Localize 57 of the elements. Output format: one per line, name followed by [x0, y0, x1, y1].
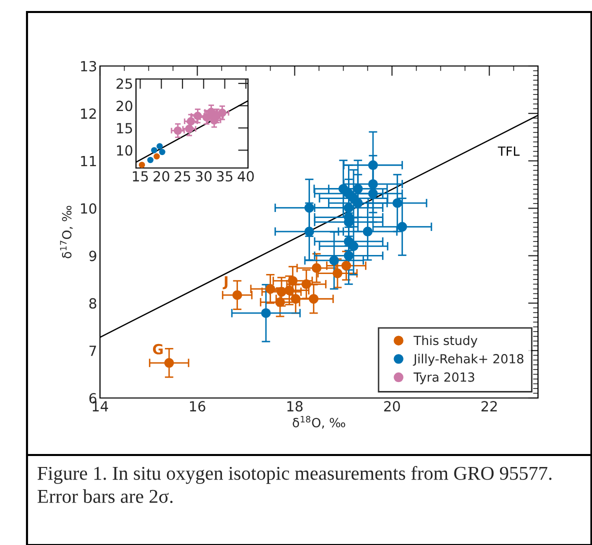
point — [138, 162, 146, 168]
point — [332, 268, 342, 278]
point — [156, 143, 163, 150]
y-tick-label: 10 — [117, 145, 132, 156]
y-tick-label: 9 — [89, 250, 96, 262]
x-tick-label: 15 — [132, 171, 148, 182]
point — [368, 179, 378, 189]
point — [265, 284, 276, 294]
point — [261, 308, 271, 318]
x-tick-label: 25 — [174, 171, 190, 182]
point — [362, 226, 373, 236]
point — [159, 148, 166, 156]
x-tick-label: 18 — [287, 401, 303, 412]
caption: Figure 1. In situ oxygen isotopic measurements from GRO 95577. Error bars are 2σ. — [38, 466, 552, 504]
point — [308, 294, 319, 304]
y-tick-label: 11 — [81, 156, 96, 166]
legend-label: Tyra 2013 — [414, 372, 474, 384]
legend-label: Jilly-Rehak+ 2018 — [412, 354, 524, 366]
x-tick-label: 30 — [196, 171, 212, 182]
point — [368, 160, 378, 170]
point — [344, 250, 354, 261]
x-tick-label: 35 — [216, 171, 232, 182]
point — [164, 358, 174, 368]
x-tick-label: 16 — [190, 401, 206, 412]
point — [353, 198, 363, 208]
point — [397, 222, 408, 232]
annotation: TFL — [498, 146, 520, 156]
y-tick-label: 13 — [81, 60, 96, 72]
legend-label: This study — [414, 335, 478, 348]
x-tick-label: 20 — [384, 401, 400, 412]
point — [232, 290, 242, 300]
y-tick-label: 7 — [90, 346, 96, 356]
point — [151, 147, 158, 154]
y-tick-label: 15 — [117, 123, 132, 134]
x-tick-label: 40 — [238, 171, 254, 182]
point — [147, 156, 154, 164]
annotation: J — [222, 276, 228, 290]
y-tick-label: 10 — [81, 203, 96, 214]
point — [329, 256, 339, 266]
y-tick-label: 12 — [81, 108, 96, 119]
x-axis-title: δ$^{18}$O, ‰ — [292, 416, 346, 429]
x-tick-label: 14 — [92, 401, 108, 412]
point — [341, 260, 352, 271]
point — [154, 153, 160, 160]
point — [348, 241, 358, 252]
y-tick-label: 25 — [116, 78, 132, 89]
annotation: G — [152, 344, 163, 354]
y-tick-label: 8 — [89, 298, 96, 309]
point — [392, 198, 402, 208]
y-tick-label: 20 — [116, 100, 132, 112]
point — [344, 202, 354, 213]
y-axis-title: δ$^{17}$O, ‰ — [60, 206, 73, 258]
point — [353, 184, 363, 194]
x-tick-label: 22 — [482, 401, 497, 412]
point — [312, 263, 322, 273]
point — [301, 279, 312, 290]
x-tick-label: 20 — [154, 171, 170, 182]
